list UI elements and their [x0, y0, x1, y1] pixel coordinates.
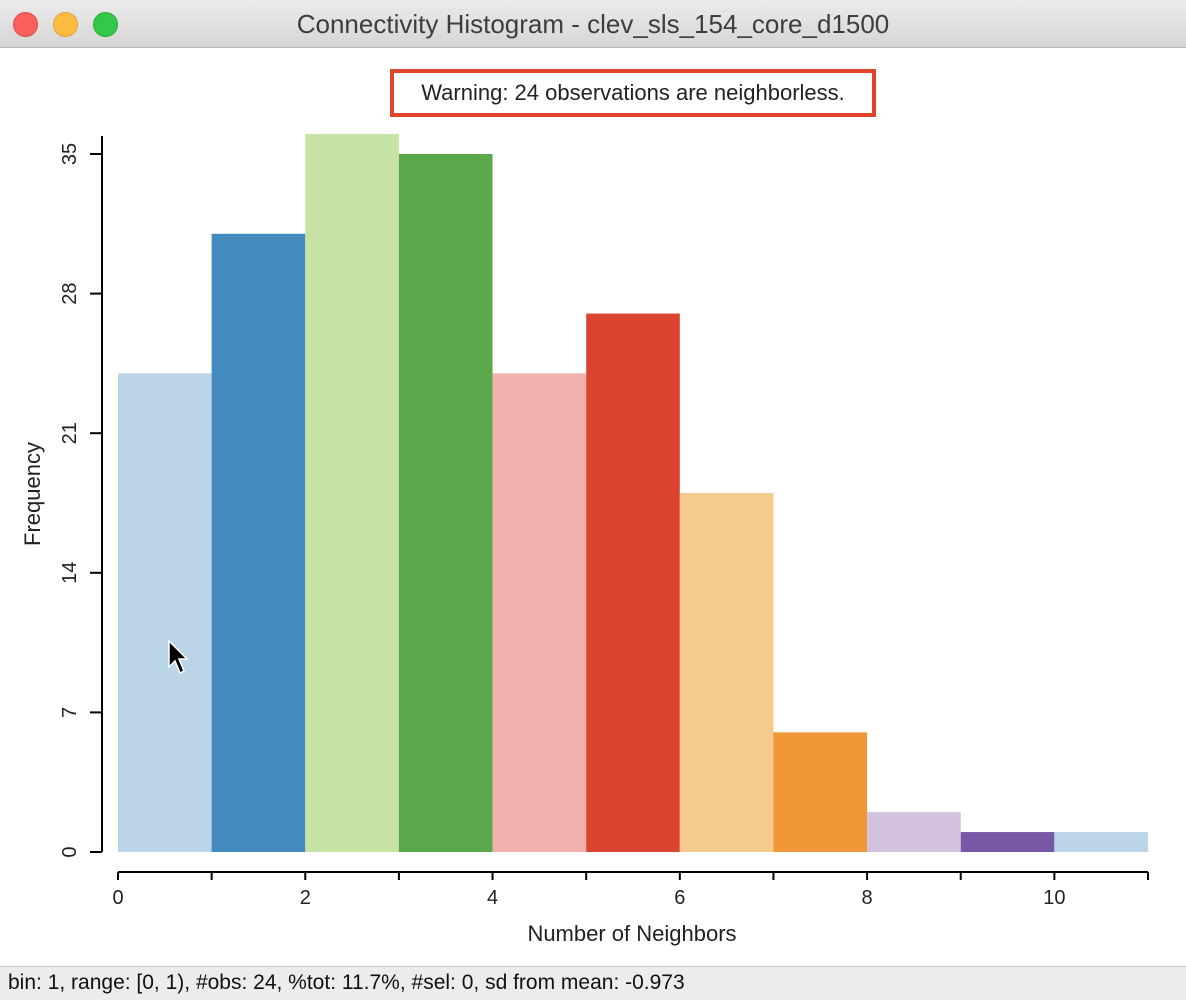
- histogram-bar-9[interactable]: [867, 812, 961, 852]
- histogram-bar-5[interactable]: [492, 373, 587, 852]
- x-tick-label-10: 10: [1043, 887, 1065, 909]
- bars-group: [118, 134, 1148, 853]
- y-tick-label-0: 0: [59, 846, 81, 857]
- window-title: Connectivity Histogram - clev_sls_154_co…: [296, 9, 890, 39]
- y-tick-label-28: 28: [59, 282, 81, 304]
- histogram-bar-7[interactable]: [679, 493, 774, 852]
- x-tick-label-8: 8: [862, 887, 873, 909]
- histogram-bar-2[interactable]: [211, 233, 306, 852]
- status-bar: bin: 1, range: [0, 1), #obs: 24, %tot: 1…: [0, 966, 1186, 1000]
- x-tick-label-0: 0: [112, 887, 123, 909]
- histogram-bar-10[interactable]: [960, 832, 1055, 852]
- y-tick-label-21: 21: [59, 422, 81, 444]
- zoom-button[interactable]: [93, 12, 118, 37]
- y-tick-label-7: 7: [59, 707, 81, 718]
- histogram-bar-11[interactable]: [1054, 832, 1148, 852]
- histogram-bar-3[interactable]: [305, 134, 399, 853]
- x-tick-label-4: 4: [487, 887, 498, 909]
- close-button[interactable]: [13, 12, 38, 37]
- minimize-button[interactable]: [53, 12, 78, 37]
- mouse-cursor-icon: [168, 639, 189, 675]
- neighborless-warning: Warning: 24 observations are neighborles…: [390, 69, 876, 117]
- histogram-chart[interactable]: 0 7 14 21 28 35 0 2 4 6 8 10 Number of Neighbors Fr…: [0, 0, 1186, 966]
- y-tick-label-14: 14: [59, 562, 81, 584]
- histogram-bar-1[interactable]: [118, 373, 212, 852]
- y-tick-label-35: 35: [59, 143, 81, 165]
- histogram-bar-6[interactable]: [586, 313, 680, 852]
- histogram-bar-4[interactable]: [398, 154, 493, 852]
- x-axis-label: Number of Neighbors: [527, 921, 736, 946]
- title-bar: Connectivity Histogram - clev_sls_154_co…: [0, 0, 1186, 48]
- x-tick-label-6: 6: [674, 887, 685, 909]
- x-tick-label-2: 2: [300, 887, 311, 909]
- axes-group: 0 7 14 21 28 35 0 2 4 6 8 10: [59, 136, 1149, 909]
- histogram-bar-8[interactable]: [773, 732, 868, 852]
- y-axis-label: Frequency: [20, 442, 45, 546]
